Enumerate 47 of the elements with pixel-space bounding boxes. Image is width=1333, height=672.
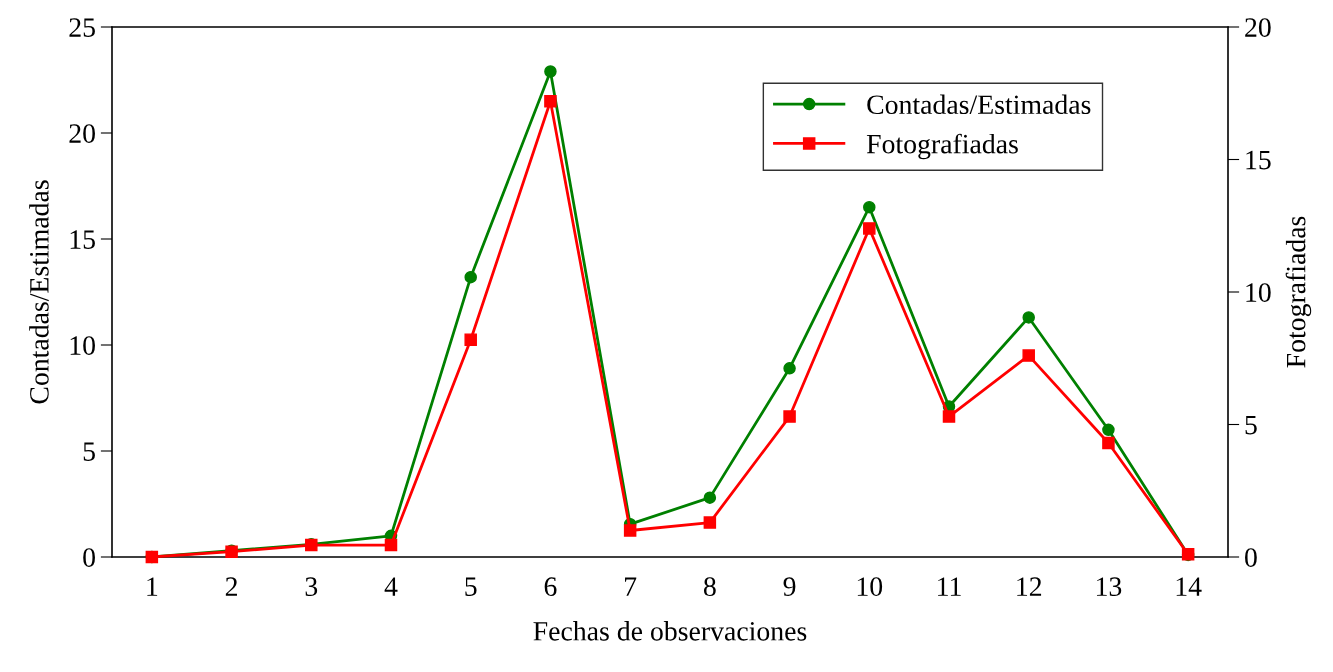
y-tick-label: 15 — [70, 230, 95, 249]
point — [703, 516, 717, 529]
x-tick-label: 12 — [1017, 577, 1042, 596]
y2-tick-label: 15 — [1246, 150, 1271, 170]
point — [703, 491, 717, 504]
point — [1022, 349, 1035, 362]
y-tick-label: 5 — [83, 442, 95, 461]
x-tick-label: 10 — [857, 577, 883, 596]
legend-label: Fotografiadas — [866, 133, 1018, 160]
x-tick-label: 9 — [783, 577, 796, 596]
point — [942, 410, 956, 423]
y2-axis-title: Fotografiadas — [1285, 216, 1312, 368]
y-tick-label: 20 — [69, 124, 95, 143]
point — [1022, 311, 1035, 324]
legend-label: Contadas/Estimadas — [867, 94, 1091, 115]
point — [623, 524, 637, 537]
y-tick-label: 0 — [83, 548, 95, 567]
x-tick-label: 5 — [465, 577, 477, 596]
x-tick-label: 6 — [544, 577, 557, 596]
y2-tick-label: 20 — [1245, 18, 1271, 37]
y2-tick-label: 5 — [1245, 415, 1257, 435]
x-tick-label: 3 — [305, 577, 318, 596]
x-tick-label: 14 — [1176, 577, 1202, 596]
y2-tick-label: 10 — [1246, 283, 1271, 302]
point — [544, 65, 557, 78]
point — [384, 538, 398, 552]
x-tick-label: 2 — [225, 577, 237, 596]
point — [544, 94, 557, 108]
point — [783, 410, 796, 423]
point — [863, 200, 876, 214]
x-tick-label: 7 — [625, 577, 637, 596]
x-tick-label: 4 — [384, 577, 398, 596]
point — [1102, 423, 1115, 437]
point — [464, 333, 477, 346]
x-tick-label: 1 — [147, 577, 158, 596]
y2-tick-label: 0 — [1245, 548, 1257, 567]
y-tick-label: 10 — [70, 336, 95, 355]
y-axis-title: Contadas/Estimadas — [29, 180, 49, 404]
point — [1102, 436, 1115, 450]
x-tick-label: 8 — [703, 577, 716, 596]
point — [464, 270, 477, 284]
y-tick-label: 25 — [69, 18, 95, 37]
point — [863, 222, 876, 235]
x-axis-title: Fechas de observaciones — [533, 621, 807, 641]
x-tick-label: 13 — [1096, 577, 1122, 596]
x-tick-label: 11 — [938, 577, 961, 596]
point — [783, 362, 796, 375]
